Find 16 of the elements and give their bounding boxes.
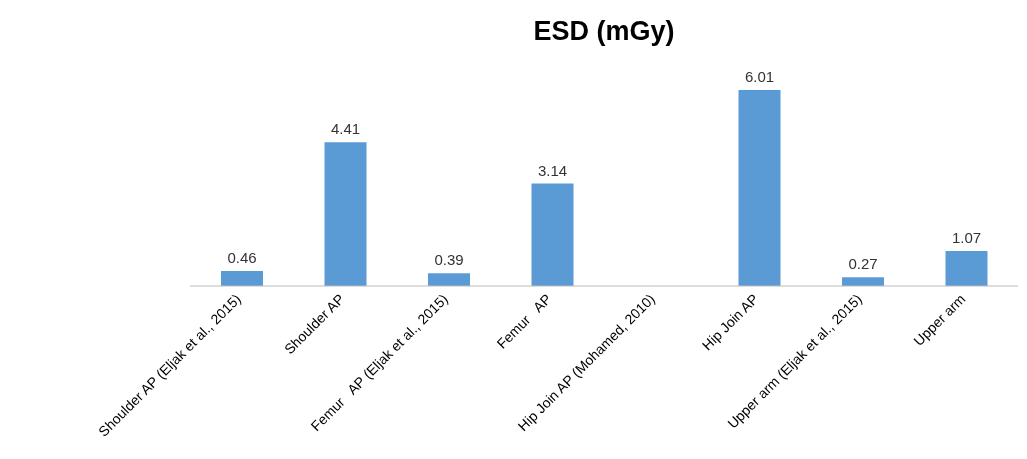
bar — [428, 273, 470, 286]
data-label: 0.39 — [434, 251, 464, 269]
data-label: 1.07 — [951, 229, 982, 247]
bar — [531, 183, 574, 286]
bar — [738, 90, 781, 286]
data-label: 6.01 — [744, 68, 775, 85]
bar — [324, 142, 367, 286]
data-label: 0.27 — [848, 255, 878, 273]
chart-title: ESD (mGy) — [532, 16, 676, 47]
data-label: 4.41 — [330, 120, 361, 138]
bar — [221, 271, 263, 286]
bar — [842, 277, 884, 286]
x-tick-label: Hip Join AP — [698, 290, 762, 354]
data-label: 0.46 — [227, 249, 257, 266]
data-label: 3.14 — [537, 161, 568, 179]
bar — [945, 251, 988, 286]
